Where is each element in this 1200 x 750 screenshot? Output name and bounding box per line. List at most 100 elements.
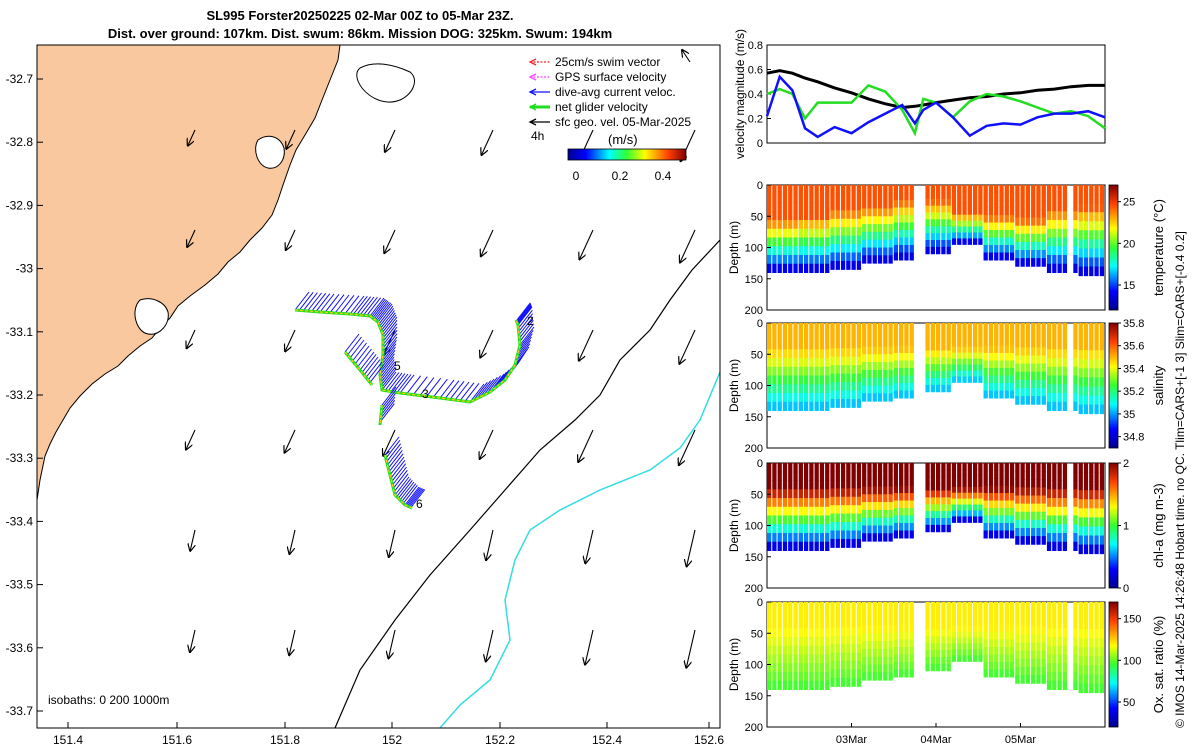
section-cell [1073, 331, 1078, 341]
section-cell [846, 339, 851, 349]
section-cell [1036, 185, 1041, 194]
section-cell [819, 246, 825, 256]
section-cell [1094, 629, 1099, 639]
section-cell [819, 193, 825, 203]
section-cell [1025, 379, 1031, 389]
section-cell [1062, 663, 1068, 673]
section-cell [856, 373, 862, 383]
current-vector [393, 473, 409, 492]
section-cell [1009, 500, 1015, 509]
section-cell [994, 368, 999, 376]
section-cell [877, 609, 883, 619]
section-cell [999, 338, 1004, 346]
section-cell [793, 375, 798, 385]
section-cell [840, 463, 846, 472]
section-cell [856, 635, 862, 645]
section-cell [994, 360, 999, 369]
section-cell [909, 470, 914, 479]
section-cell [988, 508, 994, 516]
section-cell [851, 496, 856, 506]
section-cell [1057, 471, 1062, 481]
section-cell [851, 260, 856, 270]
section-cell [1020, 519, 1025, 529]
section-cell [1099, 620, 1104, 630]
section-cell [1020, 528, 1025, 537]
section-cell [809, 533, 814, 543]
section-cell [846, 390, 851, 400]
section-cell [1046, 524, 1052, 534]
section-cell [941, 205, 946, 213]
section-cell [1062, 255, 1068, 265]
section-cell [830, 373, 835, 383]
section-cell [767, 524, 772, 534]
section-cell [994, 609, 999, 618]
section-cell [856, 398, 862, 408]
section-cell [782, 672, 788, 682]
section-cell [777, 384, 782, 394]
section-cell [946, 226, 951, 234]
current-vector [381, 346, 396, 366]
section-cell [951, 474, 957, 482]
geostrophic-arrow [289, 529, 296, 554]
section-cell [1062, 619, 1068, 629]
section-cell [1041, 495, 1046, 505]
section-cell [988, 530, 994, 539]
section-cell [925, 602, 930, 610]
section-cell [1062, 237, 1068, 247]
section-cell [872, 502, 877, 511]
section-cell [872, 633, 877, 642]
section-cell [814, 541, 819, 551]
section-cell [925, 246, 930, 255]
section-cell [888, 231, 893, 241]
section-cell [856, 505, 862, 515]
section-cell [925, 504, 930, 512]
section-cell [782, 349, 788, 359]
section-cell [809, 672, 814, 682]
section-cell [909, 478, 914, 486]
section-cell [978, 220, 983, 228]
section-cell [972, 498, 978, 506]
section-cell [1031, 209, 1036, 218]
section-cell [1031, 495, 1036, 505]
section-cell [1099, 359, 1104, 369]
section-cell [1046, 246, 1052, 256]
section-cell [846, 602, 851, 611]
section-cell [951, 340, 957, 348]
section-cell [1004, 237, 1009, 246]
section-cell [862, 470, 867, 480]
section-cell [899, 207, 904, 216]
section-cell [1036, 658, 1041, 668]
section-cell [994, 222, 999, 231]
section-cell [946, 336, 951, 345]
section-cell [936, 524, 941, 533]
section-cell [872, 385, 877, 394]
section-cell [1020, 503, 1025, 513]
section-cell [888, 641, 893, 650]
section-cell [772, 541, 777, 551]
section-cell [957, 340, 962, 348]
section-cell [814, 349, 819, 359]
section-y-tick-label: 200 [745, 305, 763, 317]
section-cell [994, 185, 999, 193]
current-vector [357, 348, 372, 368]
section-cell [862, 625, 867, 634]
isobath-note: isobaths: 0 200 1000m [48, 693, 169, 707]
section-cell [856, 244, 862, 253]
section-cell [782, 211, 788, 221]
section-cell [888, 385, 893, 394]
section-cell [788, 463, 793, 473]
section-cell [983, 252, 988, 261]
speed-colorbar-tick: 0 [573, 169, 580, 183]
current-vector [392, 466, 407, 486]
section-cell [967, 607, 972, 615]
current-vector [399, 481, 415, 501]
section-cell [1031, 396, 1036, 405]
section-cell [1062, 202, 1068, 212]
section-cell [978, 463, 983, 470]
geostrophic-arrow [585, 529, 594, 563]
section-cell [803, 393, 809, 403]
section-cell [814, 393, 819, 403]
section-cell [1025, 650, 1031, 660]
section-cell [1020, 355, 1025, 365]
section-cell [883, 216, 888, 225]
